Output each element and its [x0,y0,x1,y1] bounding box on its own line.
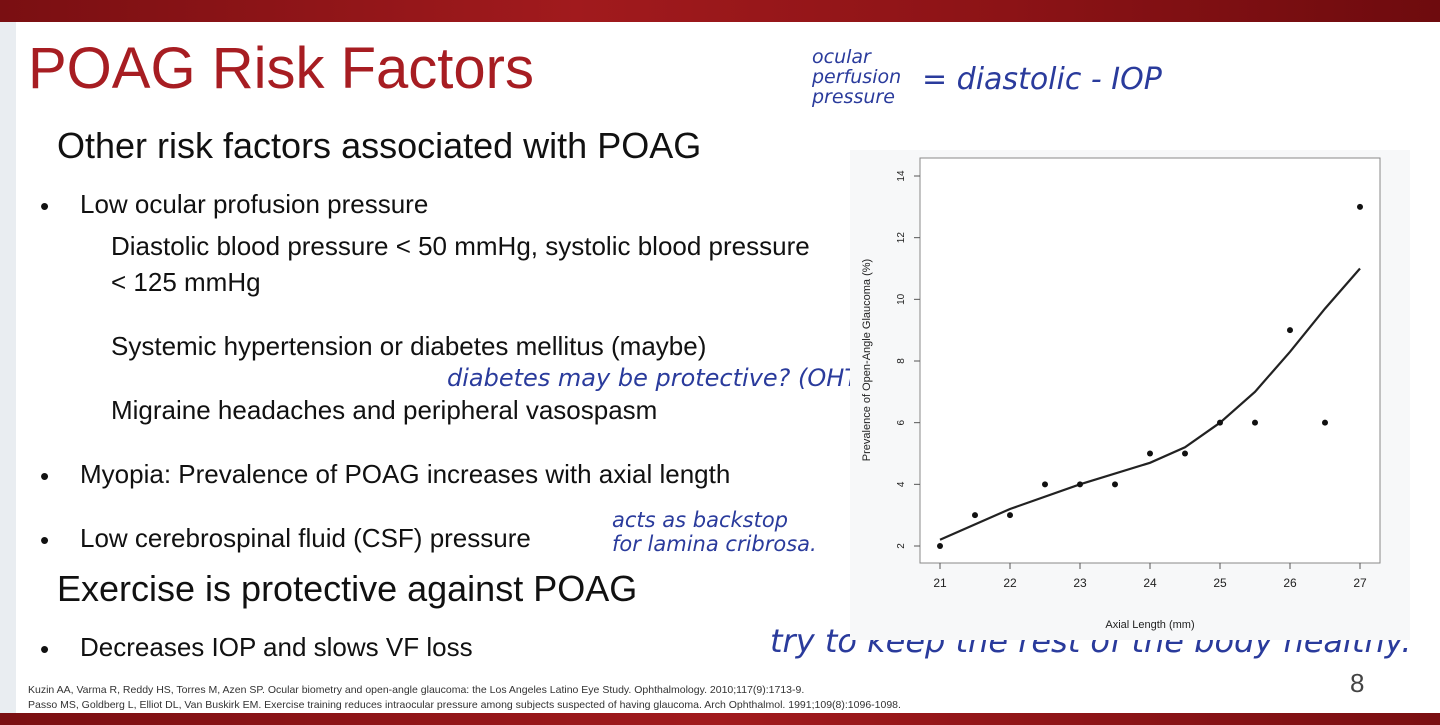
data-point [1007,512,1013,519]
x-tick-label: 25 [1213,576,1227,590]
page-number: 8 [1350,668,1365,698]
handwritten-line: ocular [812,46,871,68]
y-tick-label: 12 [896,232,907,244]
bullet-dot: • [40,191,50,221]
data-point [1252,419,1258,426]
top-banner [0,0,1440,22]
data-point [1357,203,1363,210]
y-tick-label: 6 [896,419,907,425]
data-point [1322,419,1328,426]
sub-bullet-migraine: Migraine headaches and peripheral vasosp… [111,395,658,425]
handwritten-diabetes-note: diabetes may be protective? (OHTS) [447,364,884,392]
data-point [972,512,978,519]
handwritten-line: acts as backstop [612,508,789,532]
y-tick-label: 10 [896,293,907,305]
bottom-banner [0,713,1440,725]
data-point [1077,481,1083,488]
bullet-dot: • [40,525,50,555]
x-tick-label: 23 [1073,576,1087,590]
subhead-exercise: Exercise is protective against POAG [57,568,638,609]
plot-frame [919,157,1381,564]
slide-title: POAG Risk Factors [28,36,534,101]
data-point [1287,327,1293,334]
bullet-low-perfusion: Low ocular profusion pressure [80,189,429,219]
y-tick-label: 2 [896,543,907,549]
x-tick-label: 26 [1283,576,1297,590]
references: Kuzin AA, Varma R, Reddy HS, Torres M, A… [28,683,901,713]
data-point [937,543,943,549]
bullet-myopia: Myopia: Prevalence of POAG increases wit… [80,459,731,489]
bullet-dot: • [40,461,50,491]
x-axis-label: Axial Length (mm) [1105,619,1194,631]
left-edge [0,22,16,713]
y-axis-label: Prevalence of Open-Angle Glaucoma (%) [861,259,873,461]
sub-bullet-hypertension: Systemic hypertension or diabetes mellit… [111,331,707,361]
reference-2: Passo MS, Goldberg L, Elliot DL, Van Bus… [28,699,901,712]
handwritten-perfusion-formula: = diastolic - IOP [922,62,1162,97]
fit-curve [939,267,1361,541]
bullet-dot: • [40,634,50,664]
handwritten-line: perfusion [812,65,902,88]
reference-1: Kuzin AA, Varma R, Reddy HS, Torres M, A… [28,684,805,696]
data-points [937,203,1363,549]
bullet-exercise-iop: Decreases IOP and slows VF loss [80,632,473,662]
y-tick-label: 8 [896,358,907,364]
data-point [1147,450,1153,457]
handwritten-perfusion-label: ocular perfusion pressure [812,46,902,108]
data-point [1217,419,1223,426]
y-tick-label: 4 [896,481,907,487]
handwritten-csf-note: acts as backstop for lamina cribrosa. [612,508,817,556]
handwritten-line: for lamina cribrosa. [612,532,817,557]
subhead-other-risk: Other risk factors associated with POAG [57,125,702,166]
data-point [1042,481,1048,488]
x-tick-label: 21 [933,576,947,590]
sub-bullet-blood-pressure: Diastolic blood pressure < 50 mmHg, syst… [111,231,810,298]
handwritten-line: pressure [812,85,895,108]
data-point [1182,450,1188,457]
x-tick-label: 22 [1003,576,1017,590]
bullet-csf: Low cerebrospinal fluid (CSF) pressure [80,523,531,553]
data-point [1112,481,1118,488]
x-tick-label: 27 [1353,576,1367,590]
y-tick-label: 14 [896,170,907,182]
x-tick-label: 24 [1143,576,1157,590]
